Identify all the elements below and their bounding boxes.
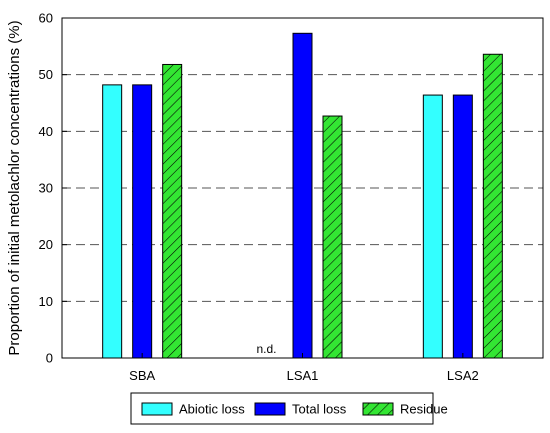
y-axis-label: Proportion of initial metolachlor concen… bbox=[6, 20, 23, 355]
bar-residue bbox=[322, 115, 343, 359]
bar-total-loss bbox=[452, 94, 473, 359]
bars bbox=[102, 32, 503, 359]
bar-abiotic-loss bbox=[102, 84, 123, 359]
bar-total-loss bbox=[132, 84, 153, 359]
x-tick-label: SBA bbox=[129, 368, 155, 383]
legend-label: Abiotic loss bbox=[179, 402, 245, 417]
legend-swatch bbox=[141, 402, 173, 416]
bar-residue bbox=[482, 53, 503, 359]
legend: Abiotic loss Total loss Residue bbox=[130, 392, 448, 425]
legend-label: Residue bbox=[400, 402, 448, 417]
axes: 0 10 20 30 40 50 60 SBA LSA1 LSA2 n.d. bbox=[39, 11, 479, 384]
x-tick-label: LSA2 bbox=[447, 368, 479, 383]
legend-swatch bbox=[362, 402, 394, 416]
y-tick-label: 20 bbox=[39, 237, 53, 252]
y-tick-label: 60 bbox=[39, 11, 53, 26]
y-tick-label: 30 bbox=[39, 181, 53, 196]
x-tick-label: LSA1 bbox=[287, 368, 319, 383]
y-tick-label: 50 bbox=[39, 67, 53, 82]
bar-abiotic-loss bbox=[422, 94, 443, 359]
y-tick-label: 10 bbox=[39, 294, 53, 309]
bar-residue bbox=[162, 63, 183, 359]
y-tick-label: 0 bbox=[46, 351, 53, 366]
bar-total-loss bbox=[292, 32, 313, 359]
legend-label: Total loss bbox=[292, 402, 347, 417]
y-tick-label: 40 bbox=[39, 124, 53, 139]
nd-annotation: n.d. bbox=[256, 342, 276, 356]
legend-swatch bbox=[254, 402, 286, 416]
